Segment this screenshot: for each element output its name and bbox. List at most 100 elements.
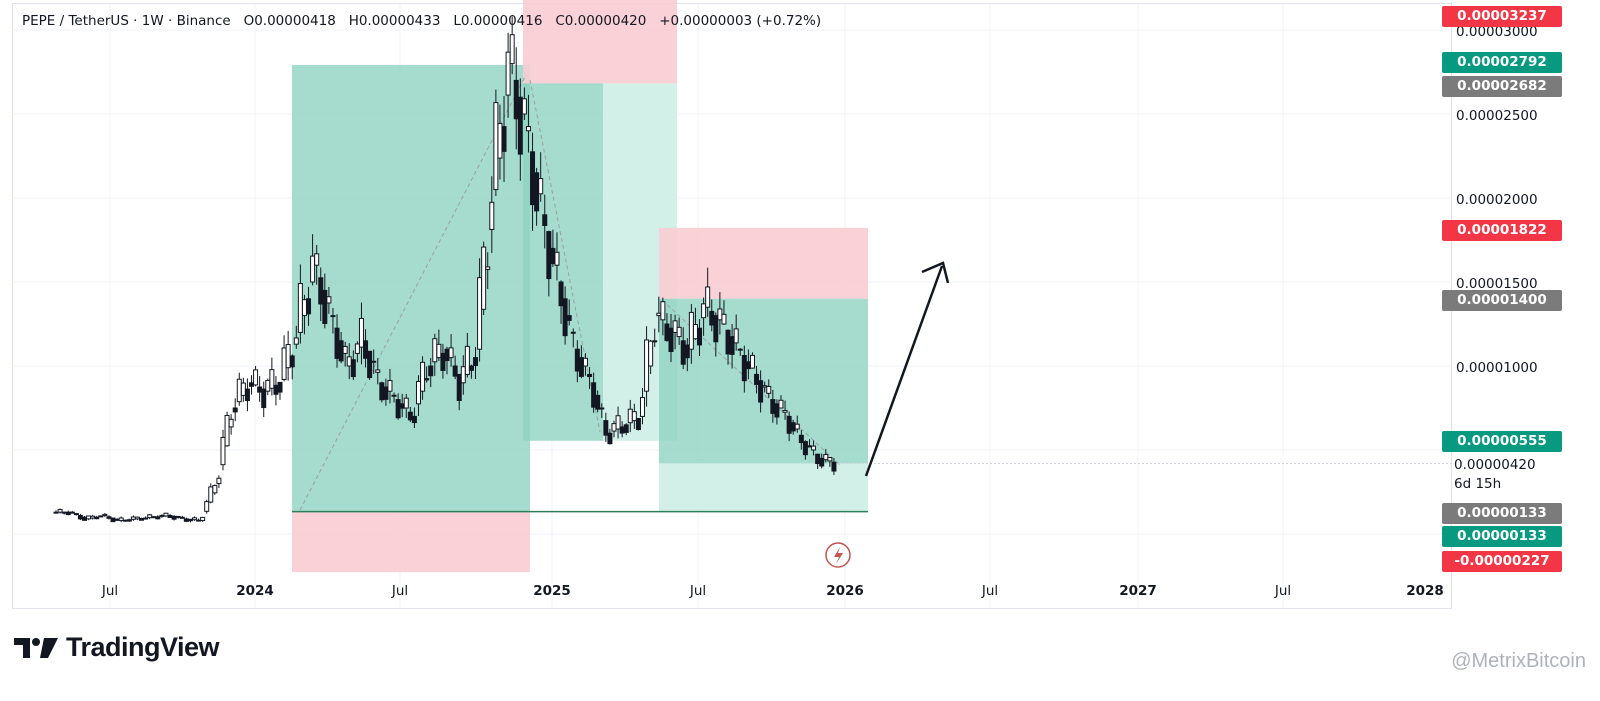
candle-down	[599, 407, 605, 410]
candle-up	[281, 347, 287, 380]
time-tick: 2026	[826, 583, 864, 599]
candle-up	[415, 380, 421, 405]
price-tick: 0.00001500	[1456, 276, 1538, 292]
candle-up	[676, 326, 682, 338]
projection-arrow[interactable]	[825, 261, 950, 568]
candle-down	[546, 231, 552, 280]
candle-down	[82, 516, 88, 521]
candle-up	[505, 51, 511, 96]
candle-up	[134, 516, 140, 520]
candle-down	[232, 407, 238, 413]
candle-down	[183, 518, 189, 522]
candle-down	[65, 511, 71, 516]
candle-up	[432, 338, 438, 363]
candle-down	[395, 399, 401, 419]
candle-down	[587, 373, 593, 378]
candle-down	[69, 511, 75, 514]
candle-up	[733, 328, 739, 344]
candle-up	[582, 357, 588, 367]
candle-down	[754, 373, 760, 385]
candle-down	[664, 323, 670, 341]
candle-down	[444, 348, 450, 362]
candle-up	[420, 361, 426, 392]
candle-up	[749, 354, 755, 369]
candle-down	[126, 519, 132, 522]
candle-down	[143, 517, 149, 520]
candle-down	[411, 415, 417, 424]
long-target-zone	[659, 463, 868, 512]
symbol-info[interactable]: PEPE / TetherUS · 1W · Binance	[22, 13, 231, 29]
candle-up	[489, 201, 495, 230]
tradingview-logo[interactable]: TradingView	[14, 632, 220, 663]
candle-up	[179, 516, 185, 519]
candle-up	[90, 515, 96, 519]
price-label-stop: 0.00003237	[1442, 6, 1562, 27]
candle-up	[464, 345, 470, 375]
candle-up	[460, 366, 466, 384]
high-value: H0.00000433	[348, 13, 441, 29]
candle-up	[342, 345, 348, 354]
candle-up	[224, 414, 230, 447]
candle-up	[827, 457, 833, 462]
long-stop-zone	[659, 227, 868, 299]
candle-down	[379, 382, 385, 401]
candle-down	[187, 518, 193, 522]
candle-up	[692, 324, 698, 340]
time-tick: Jul	[391, 583, 409, 599]
candle-up	[570, 331, 576, 334]
candle-up	[293, 337, 299, 345]
candle-up	[762, 385, 768, 388]
candle-down	[635, 418, 641, 431]
price-label-stop: -0.00000227	[1442, 551, 1562, 572]
candle-up	[98, 515, 104, 518]
candles	[53, 16, 1452, 523]
candle-down	[786, 415, 792, 434]
candle-down	[428, 365, 434, 377]
trade-path	[299, 74, 527, 511]
candle-down	[591, 382, 597, 408]
candle-up	[200, 516, 206, 522]
candle-up	[611, 423, 617, 432]
time-tick: Jul	[981, 583, 999, 599]
candle-up	[509, 34, 515, 65]
candle-down	[770, 399, 776, 414]
candle-up	[204, 501, 210, 512]
candle-down	[831, 461, 837, 472]
price-label-entry: 0.00001400	[1442, 290, 1562, 311]
candle-up	[782, 409, 788, 413]
candle-up	[375, 369, 381, 373]
candle-up	[554, 251, 560, 266]
candle-up	[485, 266, 491, 270]
candle-down	[383, 386, 389, 400]
candle-down	[501, 126, 507, 152]
candle-down	[306, 298, 312, 315]
time-tick: 2024	[236, 583, 274, 599]
candle-up	[297, 283, 303, 333]
candle-up	[228, 418, 234, 428]
candle-down	[155, 516, 161, 520]
candle-down	[257, 386, 263, 393]
candle-down	[623, 424, 629, 433]
candle-up	[220, 436, 226, 466]
candle-up	[481, 246, 487, 310]
candle-down	[322, 289, 328, 324]
candle-up	[644, 339, 650, 392]
arrow-head	[921, 261, 950, 284]
candle-up	[236, 378, 242, 403]
candle-up	[191, 517, 197, 521]
candle-down	[745, 361, 751, 370]
candle-down	[595, 394, 601, 410]
candle-up	[721, 313, 727, 325]
time-tick: Jul	[101, 583, 119, 599]
chart-legend: PEPE / TetherUS · 1W · Binance O0.000004…	[22, 13, 821, 29]
candle-up	[631, 411, 637, 422]
time-tick: 2028	[1406, 583, 1444, 599]
candle-up	[326, 296, 332, 304]
position-zones[interactable]	[292, 0, 868, 573]
candle-up	[391, 394, 397, 397]
candle-down	[697, 327, 703, 346]
candle-down	[741, 355, 747, 382]
price-label-target: 0.00002792	[1442, 52, 1562, 73]
candle-up	[640, 397, 645, 417]
